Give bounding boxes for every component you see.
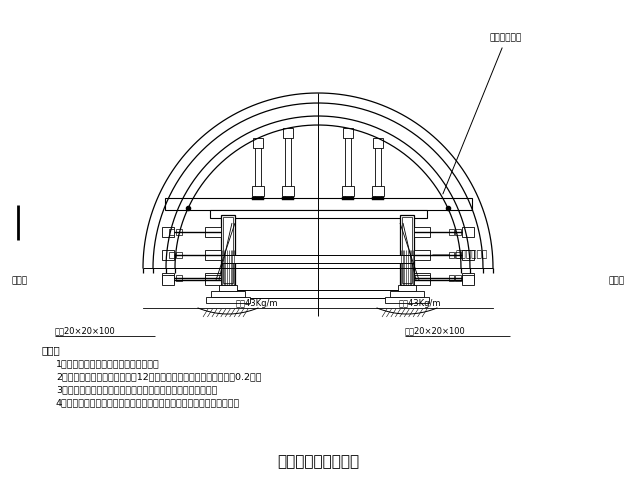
Bar (165, 198, 472, 210)
Bar (205, 250, 221, 260)
Bar (414, 275, 430, 285)
Bar (176, 275, 182, 281)
Bar (455, 275, 461, 281)
Text: 2、采用整体式模板台车，长度12米，下一组和上一组模板搭接长度0.2米；: 2、采用整体式模板台车，长度12米，下一组和上一组模板搭接长度0.2米； (56, 372, 262, 381)
Text: 钢轨43Kg/m: 钢轨43Kg/m (399, 299, 441, 308)
Bar (414, 227, 430, 237)
Text: 4、靠近拱脚处的模板支撑采用套筒镙杆，其余部分采用油缸调节模板。: 4、靠近拱脚处的模板支撑采用套筒镙杆，其余部分采用油缸调节模板。 (56, 398, 240, 407)
Text: 1、本图仅为示意，本图单位以厘米计；: 1、本图仅为示意，本图单位以厘米计； (56, 359, 160, 368)
Bar (255, 143, 261, 198)
Bar (252, 197, 264, 200)
Bar (449, 252, 454, 258)
Bar (390, 291, 424, 297)
Bar (252, 186, 264, 196)
Bar (253, 138, 263, 148)
Bar (402, 217, 412, 283)
Bar (372, 186, 384, 196)
Text: 说明：: 说明： (42, 345, 61, 355)
Bar (462, 273, 474, 283)
Bar (398, 285, 416, 291)
Bar (282, 186, 294, 196)
Text: 钢轨43Kg/m: 钢轨43Kg/m (236, 299, 278, 308)
Bar (176, 229, 182, 235)
Bar (462, 275, 474, 285)
Bar (375, 143, 381, 198)
Text: 预埋件: 预埋件 (609, 276, 625, 285)
Bar (449, 275, 454, 281)
Text: 枕木20×20×100: 枕木20×20×100 (405, 326, 466, 335)
Text: 枕木20×20×100: 枕木20×20×100 (55, 326, 116, 335)
Bar (205, 273, 221, 283)
Bar (221, 290, 414, 298)
Bar (221, 215, 235, 285)
Bar (162, 227, 174, 237)
Bar (342, 186, 354, 196)
Text: 台车固定镙杆: 台车固定镙杆 (433, 250, 487, 260)
Bar (449, 229, 454, 235)
Bar (462, 227, 474, 237)
Bar (223, 217, 233, 283)
Bar (206, 297, 250, 303)
Bar (221, 255, 414, 263)
Bar (342, 197, 354, 200)
Bar (162, 273, 174, 283)
Bar (372, 197, 384, 200)
Bar (385, 297, 429, 303)
Bar (400, 215, 414, 285)
Bar (169, 252, 174, 258)
Text: 预埋件: 预埋件 (12, 276, 28, 285)
Bar (282, 197, 294, 200)
Bar (211, 291, 245, 297)
Bar (455, 229, 461, 235)
Bar (414, 250, 430, 260)
Bar (285, 133, 291, 198)
Bar (176, 252, 182, 258)
Text: 3、台车脚采用在边墙脚内的预埋件固定，以防砼灌注时内移。: 3、台车脚采用在边墙脚内的预埋件固定，以防砼灌注时内移。 (56, 385, 217, 394)
Bar (345, 133, 351, 198)
Bar (414, 273, 430, 283)
Bar (455, 252, 461, 258)
Text: 隧道内轮廓线: 隧道内轮廓线 (443, 33, 522, 194)
Bar (162, 275, 174, 285)
Bar (169, 229, 174, 235)
Bar (205, 275, 221, 285)
Bar (283, 128, 293, 138)
Bar (462, 250, 474, 260)
Bar (169, 275, 174, 281)
Bar (162, 250, 174, 260)
Text: 模板台车结构示意图: 模板台车结构示意图 (277, 455, 359, 469)
Bar (205, 227, 221, 237)
Bar (343, 128, 353, 138)
Bar (219, 285, 237, 291)
Bar (210, 210, 427, 218)
Bar (373, 138, 383, 148)
